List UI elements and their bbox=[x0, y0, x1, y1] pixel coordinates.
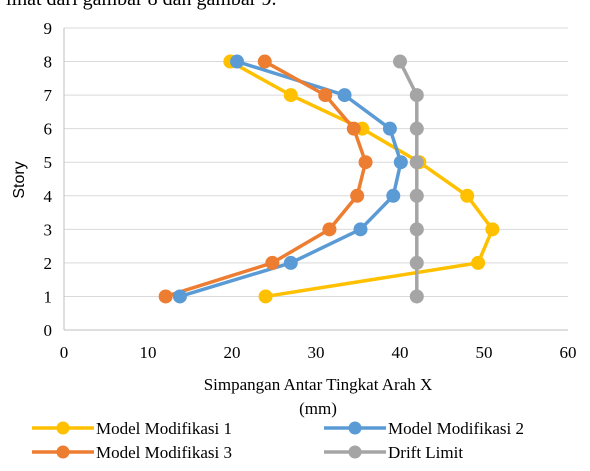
y-tick-label: 0 bbox=[44, 321, 53, 340]
data-point bbox=[322, 222, 337, 237]
data-point bbox=[409, 121, 424, 136]
y-tick-label: 1 bbox=[44, 287, 53, 306]
data-point bbox=[393, 54, 407, 69]
series-line bbox=[179, 59, 403, 299]
axes bbox=[63, 28, 568, 331]
y-tick-label: 3 bbox=[44, 220, 53, 239]
y-axis-label: Story bbox=[11, 161, 28, 198]
data-point bbox=[172, 289, 187, 304]
x-tick-label: 40 bbox=[392, 343, 409, 362]
data-point bbox=[409, 88, 424, 103]
data-point bbox=[386, 188, 401, 203]
data-point bbox=[409, 222, 424, 237]
y-tick-label: 7 bbox=[44, 86, 53, 105]
data-point bbox=[337, 88, 352, 103]
data-point bbox=[409, 155, 424, 170]
x-tick-label: 10 bbox=[140, 343, 157, 362]
data-point bbox=[350, 188, 365, 203]
y-tick-label: 4 bbox=[44, 187, 53, 206]
x-tick-label: 0 bbox=[60, 343, 69, 362]
x-tick-label: 50 bbox=[476, 343, 493, 362]
legend: Model Modifikasi 1 Model Modifikasi 2 Mode… bbox=[32, 419, 524, 462]
y-tick-label: 9 bbox=[44, 19, 53, 38]
legend-label: Model Modifikasi 2 bbox=[388, 419, 524, 438]
gridlines bbox=[64, 27, 568, 297]
x-tick-label: 60 bbox=[560, 343, 577, 362]
legend-label: Model Modifikasi 1 bbox=[96, 419, 232, 438]
data-point bbox=[409, 289, 424, 304]
data-point bbox=[230, 54, 245, 69]
legend-label: Drift Limit bbox=[388, 443, 463, 462]
y-tick-label: 5 bbox=[44, 153, 53, 172]
x-tick-label: 20 bbox=[224, 343, 241, 362]
legend-marker bbox=[56, 421, 70, 435]
data-point bbox=[265, 255, 280, 270]
series-layer bbox=[158, 54, 500, 304]
y-tick-label: 8 bbox=[44, 53, 53, 72]
tick-labels: 0 1 2 3 4 5 6 7 8 9 0 10 20 30 40 50 60 bbox=[44, 19, 577, 362]
data-point bbox=[471, 255, 486, 270]
data-point bbox=[318, 88, 333, 103]
data-point bbox=[358, 155, 373, 170]
legend-marker bbox=[56, 445, 70, 459]
data-point bbox=[382, 121, 397, 136]
data-point bbox=[353, 222, 368, 237]
x-axis-label-unit: (mm) bbox=[299, 399, 337, 418]
series-line bbox=[165, 60, 368, 299]
data-point bbox=[158, 289, 173, 304]
data-point bbox=[257, 54, 272, 69]
x-tick-label: 30 bbox=[308, 343, 325, 362]
data-point bbox=[258, 289, 273, 304]
data-point bbox=[283, 255, 298, 270]
y-tick-label: 2 bbox=[44, 254, 53, 273]
legend-marker bbox=[348, 421, 362, 435]
x-axis-label: Simpangan Antar Tingkat Arah X bbox=[204, 375, 433, 394]
legend-marker bbox=[348, 445, 362, 459]
y-tick-label: 6 bbox=[44, 120, 53, 139]
legend-label: Model Modifikasi 3 bbox=[96, 443, 232, 462]
data-point bbox=[409, 255, 424, 270]
header-text: lihat dari gambar 8 dan gambar 9. bbox=[6, 0, 276, 11]
data-point bbox=[460, 188, 475, 203]
data-point bbox=[283, 88, 298, 103]
data-point bbox=[485, 222, 500, 237]
data-point bbox=[346, 121, 361, 136]
data-point bbox=[393, 155, 408, 170]
data-point bbox=[409, 188, 424, 203]
